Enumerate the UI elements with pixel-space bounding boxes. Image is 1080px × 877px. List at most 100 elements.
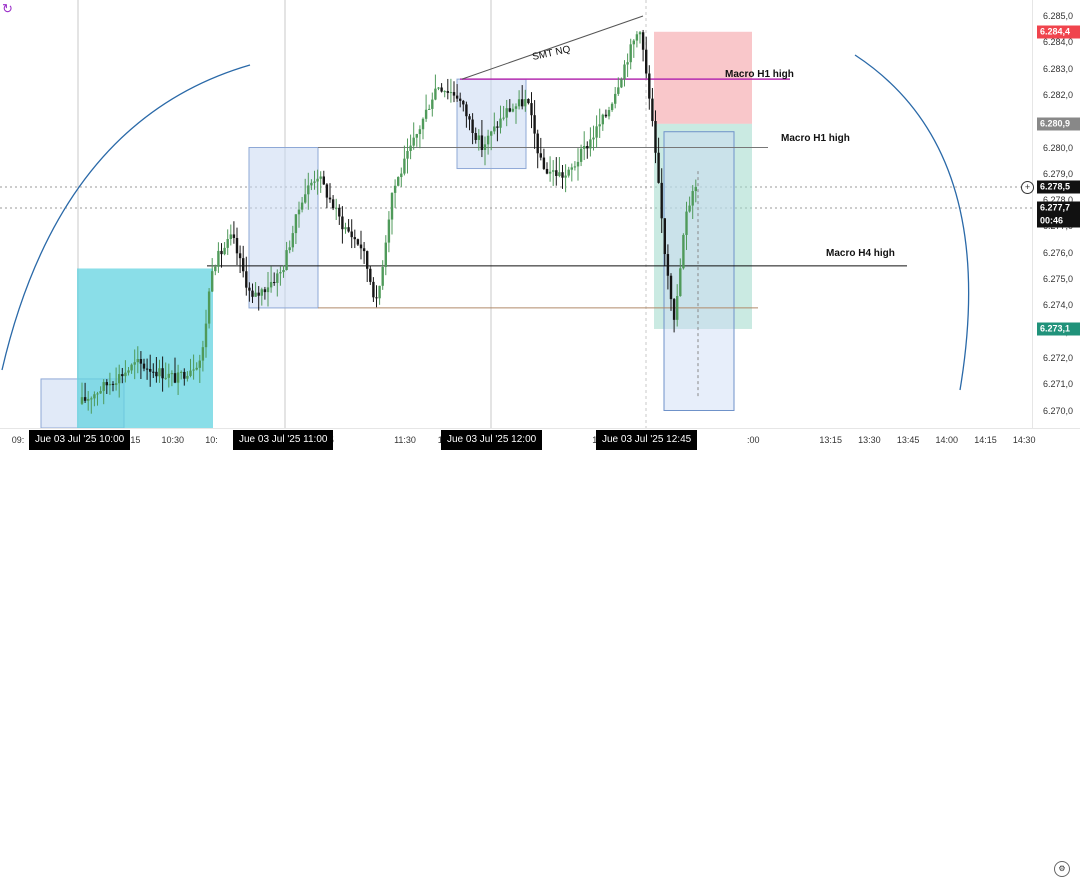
crosshair-icon[interactable]: + — [1021, 181, 1034, 194]
candle-body — [505, 108, 508, 118]
candle-body — [614, 93, 617, 104]
candle-body — [338, 207, 341, 217]
candle-body — [83, 397, 87, 401]
candle-body — [121, 374, 124, 377]
candle-body — [446, 91, 449, 93]
candle-body — [480, 135, 484, 151]
candle-body — [648, 73, 651, 99]
time-tick: 10:30 — [161, 435, 185, 445]
candle-body — [257, 292, 260, 296]
candle-body — [145, 368, 149, 370]
candle-body — [409, 145, 412, 151]
candle-body — [669, 275, 673, 300]
candle-body — [139, 359, 143, 364]
candle-body — [269, 282, 273, 288]
time-tick: 14:30 — [1012, 435, 1036, 445]
candle-body — [96, 393, 99, 395]
candle-body — [583, 145, 586, 149]
candle-body — [533, 115, 536, 134]
candle-body — [276, 273, 279, 283]
candle-body — [229, 234, 232, 240]
time-tick: 09: — [11, 435, 25, 445]
sync-icon[interactable]: ↻ — [2, 1, 13, 16]
candle-body — [223, 247, 226, 255]
candle-body — [511, 108, 515, 112]
candle-body — [548, 171, 552, 174]
candle-body — [316, 178, 319, 182]
range-box — [456, 78, 527, 170]
candle-body — [263, 289, 267, 293]
candle-body — [170, 373, 174, 375]
candle-body — [610, 103, 614, 111]
candle-body — [641, 32, 645, 50]
candle-body — [573, 166, 577, 168]
candle-body — [397, 177, 400, 186]
candle-body — [211, 271, 214, 292]
candle-body — [310, 182, 313, 186]
candle-body — [105, 382, 108, 386]
candle-body — [217, 250, 220, 267]
candle-body — [155, 371, 158, 377]
candle-body — [579, 148, 583, 162]
time-tick: 13:15 — [819, 435, 842, 445]
candle-body — [434, 88, 437, 100]
candle-body — [626, 62, 629, 65]
candle-body — [254, 292, 257, 297]
candle-body — [545, 168, 549, 174]
candle-body — [521, 99, 524, 107]
candle-body — [90, 398, 93, 400]
candle-body — [499, 118, 502, 128]
candle-body — [632, 40, 635, 45]
candle-body — [111, 383, 115, 385]
candle-body — [663, 218, 666, 255]
candle-body — [300, 202, 304, 210]
candle-body — [173, 373, 177, 383]
candle-body — [682, 234, 685, 269]
candle-body — [350, 231, 353, 238]
candle-body — [508, 108, 511, 112]
candle-body — [486, 135, 490, 145]
candle-body — [369, 268, 372, 282]
price-tick: 6.282,0 — [1043, 89, 1074, 100]
candle-body — [440, 87, 443, 92]
price-axis[interactable]: 6.285,06.284,06.283,06.282,06.281,06.280… — [1032, 0, 1080, 428]
candle-body — [660, 182, 663, 219]
candle-body — [266, 287, 270, 293]
candle-body — [248, 287, 251, 291]
chart-canvas[interactable] — [0, 0, 1032, 429]
projection-box — [663, 131, 735, 411]
time-label: Jue 03 Jul '25 10:00 — [29, 430, 131, 450]
candle-body — [353, 237, 356, 240]
candle-body — [483, 144, 487, 151]
candle-body — [617, 87, 620, 94]
candle-body — [595, 126, 598, 138]
candle-body — [672, 299, 676, 320]
candle-body — [514, 106, 518, 109]
candle-body — [542, 157, 546, 169]
time-axis[interactable]: 09::1510:3010::1511:3011:12::0013:1513:3… — [0, 428, 1080, 877]
candle-body — [623, 64, 626, 80]
candle-body — [307, 185, 310, 195]
candle-body — [449, 92, 453, 94]
price-tick: 6.278,0 — [1043, 195, 1074, 206]
candle-body — [592, 137, 595, 140]
candle-body — [620, 79, 623, 88]
smt-line — [461, 15, 644, 80]
gear-icon[interactable]: ⚙ — [1054, 861, 1070, 877]
candle-body — [167, 373, 170, 378]
candle-body — [204, 323, 208, 348]
candle-body — [459, 98, 462, 101]
candle-body — [390, 192, 394, 220]
candle-body — [691, 191, 694, 206]
price-chart[interactable]: ↻ SMT NQ Macro H1 high Macro H1 high Macro … — [0, 0, 1032, 429]
arc-left — [1, 64, 251, 371]
candle-body — [186, 375, 189, 379]
candle-body — [80, 397, 84, 404]
candle-body — [471, 119, 474, 134]
price-tick: 6.276,0 — [1043, 247, 1074, 258]
candle-body — [127, 370, 130, 373]
candle-body — [149, 368, 152, 372]
price-label: 6.277,7 — [1037, 201, 1080, 215]
candle-body — [539, 153, 542, 158]
candle-body — [465, 104, 468, 117]
